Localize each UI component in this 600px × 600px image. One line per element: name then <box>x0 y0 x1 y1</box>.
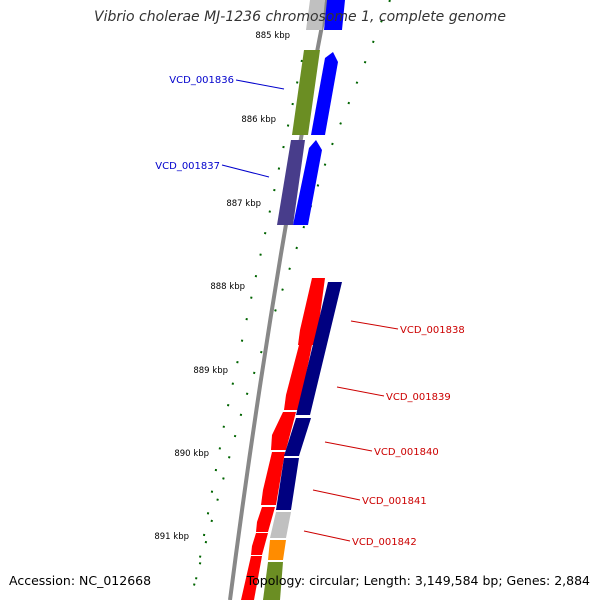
gene-label-vcd001840[interactable]: VCD_001840 <box>374 447 439 458</box>
inner-tick-guide <box>194 59 303 586</box>
accession-label: Accession: NC_012668 <box>9 573 152 588</box>
genome-summary: Topology: circular; Length: 3,149,584 bp… <box>246 573 590 588</box>
reverse-cds-4 <box>256 507 275 532</box>
gene-callout-line <box>336 386 385 397</box>
reverse-cds-1 <box>284 345 312 410</box>
gene-label-vcd001841[interactable]: VCD_001841 <box>362 496 427 507</box>
cog-segment-slate <box>277 140 305 225</box>
ruler-label-891: 891 kbp <box>154 532 189 542</box>
forward-cds-1 <box>311 52 338 135</box>
cog-segment-olive <box>292 50 320 135</box>
ruler-label-889: 889 kbp <box>193 366 228 376</box>
cog-segment-gray <box>306 0 325 30</box>
gene-callout-line <box>235 79 285 90</box>
gene-callout-line <box>350 320 399 330</box>
cog-segment-navy-1 <box>296 282 342 415</box>
gene-label-vcd001836[interactable]: VCD_001836 <box>169 75 234 86</box>
gene-callout-line <box>312 489 361 501</box>
cog-segment-navy-2 <box>284 418 311 456</box>
ruler-label-887: 887 kbp <box>226 199 261 209</box>
gene-label-vcd001842[interactable]: VCD_001842 <box>352 537 417 548</box>
reverse-cds-6 <box>241 556 262 600</box>
reverse-cds-3 <box>261 452 285 505</box>
cog-segment-gray-2 <box>270 512 291 538</box>
gene-label-vcd001839[interactable]: VCD_001839 <box>386 392 451 403</box>
ruler-label-885: 885 kbp <box>255 31 290 41</box>
forward-cds-0 <box>324 0 345 30</box>
reverse-cds-5 <box>251 533 268 555</box>
ruler-label-886: 886 kbp <box>241 115 276 125</box>
outer-tick-guide <box>189 0 391 600</box>
cog-segment-orange <box>268 540 286 560</box>
forward-cds-2 <box>293 140 322 225</box>
reverse-cds-2 <box>271 412 296 450</box>
gene-callout-line <box>221 164 270 178</box>
ruler-label-890: 890 kbp <box>174 449 209 459</box>
map-title: Vibrio cholerae MJ-1236 chromosome 1, co… <box>94 9 506 25</box>
gene-label-vcd001838[interactable]: VCD_001838 <box>400 325 465 336</box>
gene-callout-line <box>303 530 351 542</box>
gene-label-vcd001837[interactable]: VCD_001837 <box>155 161 220 172</box>
ruler-label-888: 888 kbp <box>210 282 245 292</box>
cog-segment-navy-3 <box>276 458 299 510</box>
cog-segment-olive-2 <box>263 562 283 600</box>
gene-callout-line <box>324 441 373 452</box>
